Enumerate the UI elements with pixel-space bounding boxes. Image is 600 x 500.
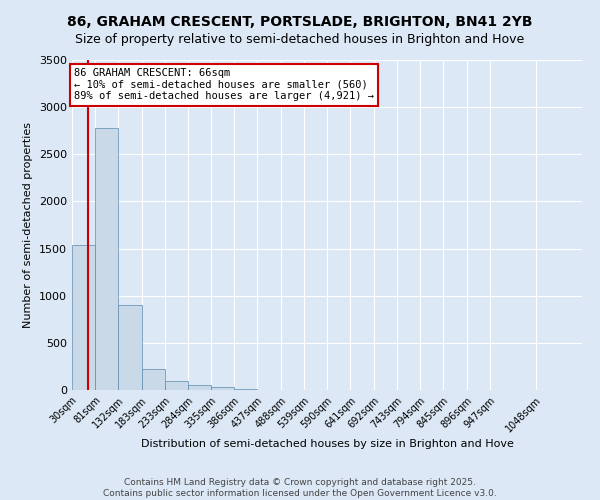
Bar bbox=[188, 386, 211, 390]
Y-axis label: Number of semi-detached properties: Number of semi-detached properties bbox=[23, 122, 34, 328]
Bar bbox=[234, 389, 257, 390]
Bar bbox=[72, 245, 95, 390]
Bar bbox=[211, 387, 234, 390]
Bar bbox=[118, 305, 142, 390]
Text: 86 GRAHAM CRESCENT: 66sqm
← 10% of semi-detached houses are smaller (560)
89% of: 86 GRAHAM CRESCENT: 66sqm ← 10% of semi-… bbox=[74, 68, 374, 102]
X-axis label: Distribution of semi-detached houses by size in Brighton and Hove: Distribution of semi-detached houses by … bbox=[140, 440, 514, 450]
Text: Size of property relative to semi-detached houses in Brighton and Hove: Size of property relative to semi-detach… bbox=[76, 32, 524, 46]
Bar bbox=[142, 370, 164, 390]
Text: Contains HM Land Registry data © Crown copyright and database right 2025.
Contai: Contains HM Land Registry data © Crown c… bbox=[103, 478, 497, 498]
Bar bbox=[164, 380, 188, 390]
Bar bbox=[95, 128, 118, 390]
Text: 86, GRAHAM CRESCENT, PORTSLADE, BRIGHTON, BN41 2YB: 86, GRAHAM CRESCENT, PORTSLADE, BRIGHTON… bbox=[67, 15, 533, 29]
